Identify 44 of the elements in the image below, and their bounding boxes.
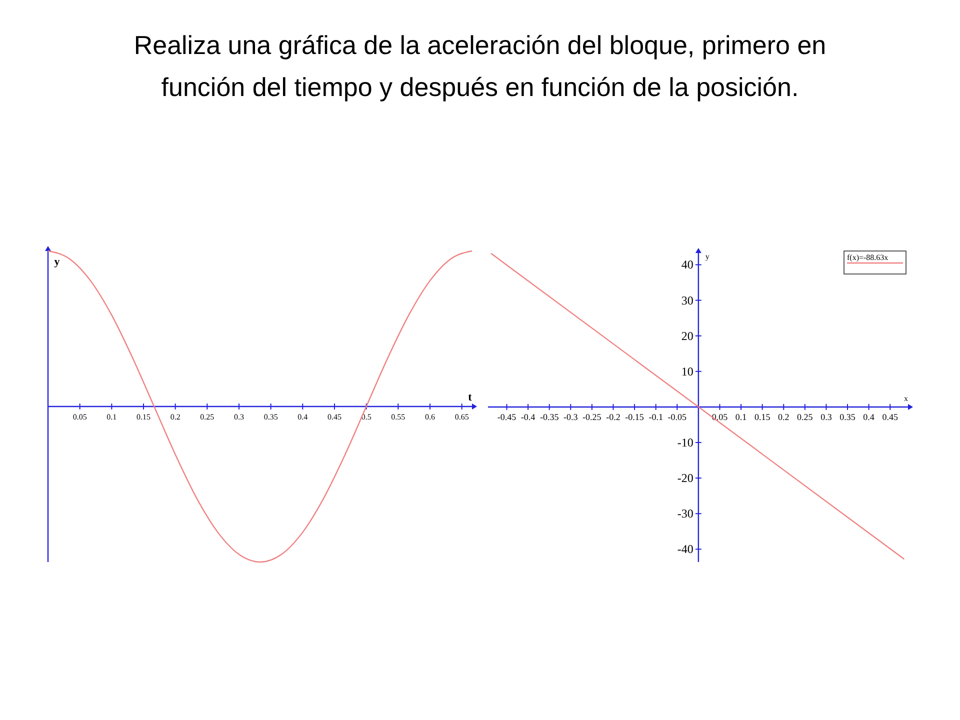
x-tick-label: -0.2 <box>606 412 620 422</box>
x-tick-label: 0.05 <box>72 412 87 422</box>
y-tick-label: -30 <box>677 506 694 521</box>
y-tick-label: -10 <box>677 436 694 450</box>
y-tick-label: -40 <box>677 542 694 556</box>
x-tick-label: -0.25 <box>582 412 602 422</box>
x-tick-label: 0.25 <box>200 412 214 422</box>
x-tick-label: 0.65 <box>454 412 469 422</box>
y-axis-title: y <box>705 252 710 261</box>
x-tick-label: 0.1 <box>735 412 747 422</box>
x-tick-label: 0.1 <box>106 412 117 422</box>
x-tick-label: 0.35 <box>264 412 278 422</box>
x-tick-label: 0.05 <box>712 412 728 422</box>
x-axis-title: x <box>904 394 908 403</box>
x-tick-label: -0.1 <box>648 412 663 422</box>
x-tick-label: 0.3 <box>820 412 832 422</box>
y-tick-label: -20 <box>677 471 694 486</box>
x-tick-label: 0.15 <box>754 412 771 422</box>
x-axis-title: t <box>468 392 472 404</box>
y-tick-label: 40 <box>681 258 694 272</box>
text: f(x)=-88.63x <box>847 253 888 262</box>
x-tick-label: -0.35 <box>540 412 560 422</box>
x-tick-label: 0.2 <box>170 412 180 422</box>
x-tick-label: -0.4 <box>520 412 536 422</box>
chart-title: Realiza una gráfica de la aceleración del bloque, primero en función del tiempo y después en función de la posición. <box>134 30 826 102</box>
x-tick-label: 0.4 <box>863 412 875 422</box>
x-tick-label: 0.4 <box>298 412 308 422</box>
x-tick-label: -0.05 <box>668 412 687 422</box>
x-tick-label: 0.35 <box>840 412 856 422</box>
x-tick-label: 0.6 <box>424 412 435 422</box>
y-tick-label: 10 <box>681 364 694 378</box>
y-axis-title: y <box>54 256 60 268</box>
x-tick-label: -0.3 <box>564 412 578 422</box>
x-tick-label: 0.55 <box>391 412 406 422</box>
x-tick-label: -0.15 <box>625 412 644 422</box>
x-tick-label: 0.25 <box>797 412 814 422</box>
x-tick-label: 0.2 <box>778 412 790 422</box>
x-tick-label: 0.45 <box>882 412 898 422</box>
x-tick-label: 0.3 <box>234 412 244 422</box>
y-tick-label: 30 <box>681 293 694 308</box>
y-tick-label: 20 <box>681 328 694 343</box>
x-tick-label: -0.45 <box>497 412 517 422</box>
x-tick-label: 0.45 <box>327 412 342 422</box>
x-tick-label: 0.15 <box>136 412 150 422</box>
